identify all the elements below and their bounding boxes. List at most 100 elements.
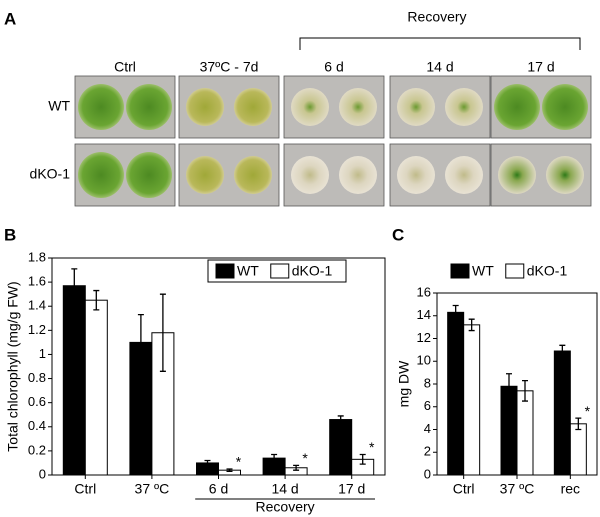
error-bar [452,304,459,320]
significance-marker: * [236,454,242,470]
column-label: 37ºC - 7d [200,59,259,75]
error-bar [226,468,233,473]
error-bar [559,344,566,358]
bar [516,390,534,476]
bar [84,299,108,476]
y-tick-label: 1.8 [28,249,46,264]
colony [542,84,588,130]
panel-letter: A [4,9,16,28]
x-tick-label: Ctrl [74,481,96,497]
row-label: WT [48,98,70,114]
bar [463,324,481,476]
column-label: 17 d [527,59,554,75]
x-tick-label: 37 ºC [135,481,170,497]
bar [62,285,86,476]
error-bar [137,314,144,371]
x-tick-label: 6 d [209,481,228,497]
column-label: Ctrl [114,59,136,75]
colony [126,84,172,130]
error-bar [575,417,582,431]
colony [78,84,124,130]
y-tick-label: 14 [417,307,431,322]
colony [126,152,172,198]
x-tick-label: 37 ºC [500,481,535,497]
x-tick-label: 14 d [271,481,298,497]
legend-swatch [505,263,525,279]
error-bar [71,268,78,304]
y-axis-label: Total chlorophyll (mg/g FW) [5,281,21,451]
colony [397,88,435,126]
y-tick-label: 0.4 [28,418,46,433]
colony [234,156,272,194]
y-tick-label: 0 [424,466,431,481]
significance-marker: * [585,403,591,419]
colony [234,88,272,126]
x-tick-label: rec [561,481,580,497]
bar [569,423,587,476]
bar [500,385,518,476]
colony [498,156,536,194]
y-tick-label: 10 [417,353,431,368]
y-tick-label: 4 [424,421,431,436]
error-bar [159,293,166,372]
x-tick-label: 17 d [338,481,365,497]
error-bar [359,453,366,465]
y-tick-label: 8 [424,375,431,390]
y-tick-label: 2 [424,444,431,459]
error-bar [293,464,300,471]
colony [546,156,584,194]
y-tick-label: 16 [417,284,431,299]
y-tick-label: 6 [424,398,431,413]
legend-label: WT [237,263,259,279]
error-bar [468,318,475,332]
colony [186,88,224,126]
group-label: Recovery [407,9,466,25]
y-tick-label: 0.6 [28,394,46,409]
error-bar [204,459,211,467]
y-tick-label: 0.2 [28,442,46,457]
colony [291,156,329,194]
colony [291,88,329,126]
y-axis-label: mg DW [396,360,412,407]
legend-swatch [270,263,290,279]
error-bar [506,373,512,400]
legend-swatch [215,263,235,279]
bar [553,350,571,476]
error-bar [271,453,278,463]
column-label: 14 d [426,59,453,75]
bracket [299,37,581,50]
colony [397,156,435,194]
y-tick-label: 1.2 [28,322,46,337]
panel-letter: C [392,225,404,244]
bar [447,311,465,476]
photo-grid [74,75,592,207]
panel-letter: B [4,225,16,244]
legend-swatch [450,263,470,279]
legend-label: dKO-1 [292,263,333,279]
legend-label: dKO-1 [527,263,568,279]
y-tick-label: 0.8 [28,370,46,385]
y-tick-label: 12 [417,330,431,345]
colony [339,88,377,126]
colony [445,88,483,126]
x-tick-label: Ctrl [453,481,475,497]
y-tick-label: 1 [39,346,46,361]
error-bar [522,379,528,402]
bar [329,419,353,476]
colony [339,156,377,194]
y-tick-label: 0 [39,466,46,481]
significance-marker: * [369,439,375,455]
error-bar [337,415,344,424]
colony [494,84,540,130]
colony [78,152,124,198]
row-label: dKO-1 [30,166,71,182]
colony [186,156,224,194]
y-tick-label: 1.6 [28,274,46,289]
significance-marker: * [302,450,308,466]
error-bar [93,289,100,311]
colony [445,156,483,194]
legend-label: WT [472,263,494,279]
y-tick-label: 1.4 [28,298,46,313]
column-label: 6 d [324,59,343,75]
